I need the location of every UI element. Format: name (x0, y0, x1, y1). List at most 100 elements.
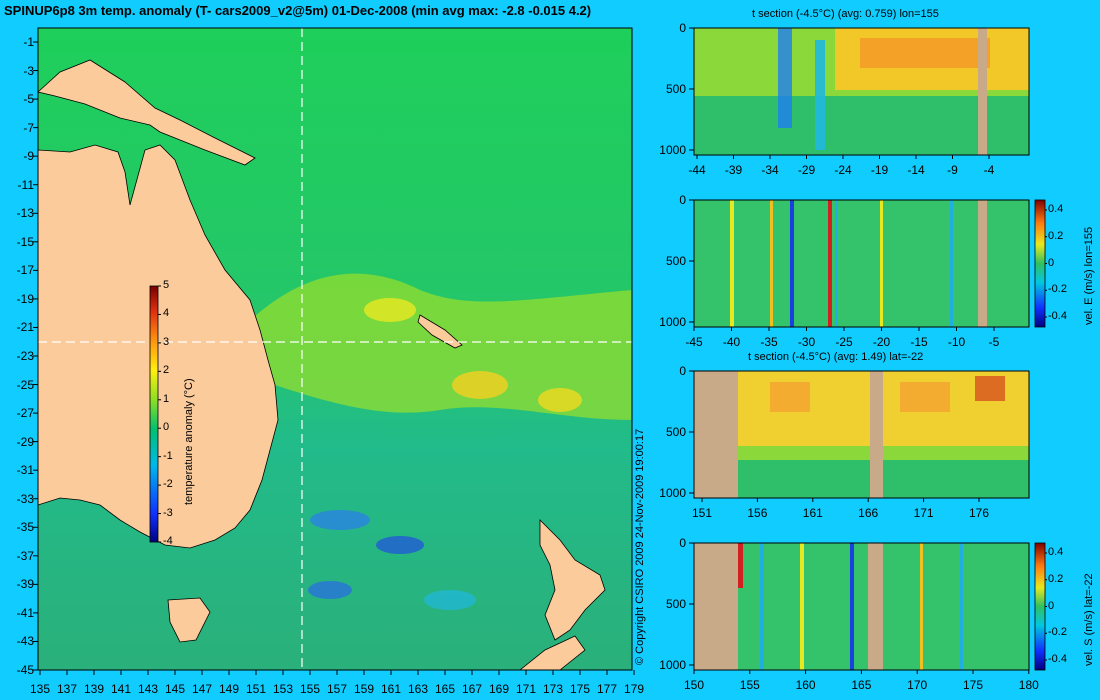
map-lat-tick-label: -23 (16, 349, 34, 363)
panel-3-mid-layer (738, 446, 1029, 460)
map-colorbar-label: temperature anomaly (°C) (183, 378, 195, 505)
panel-3-plot (693, 370, 1030, 499)
panel-1-xtick-label: -44 (688, 163, 706, 177)
panel-1-xtick-label: -24 (834, 163, 852, 177)
panel-3-ytick-label: 500 (665, 425, 686, 439)
panel-4-colorbar-tick-label: 0 (1048, 599, 1055, 612)
panel-1-cool-band-a (778, 28, 792, 128)
panel-2-stripe-f (880, 200, 883, 327)
copyright-text: © Copyright CSIRO 2009 24-Nov-2009 19:00… (634, 428, 646, 665)
warm-eddy-a (452, 371, 508, 399)
panel-4-plot (693, 542, 1046, 671)
panel-2-land (978, 200, 987, 327)
panel-3-xtick-label: 151 (691, 506, 713, 520)
panel-4-colorbar-tick-label: 0.2 (1048, 572, 1064, 585)
panel-3-ytick-label: 0 (679, 364, 686, 378)
map-lat-tick-label: -35 (16, 520, 34, 535)
panel-4-land-mid (868, 543, 883, 670)
panel-4-xtick-label: 180 (1018, 678, 1039, 692)
map-lon-tick-label: 145 (164, 682, 186, 696)
panel-2-stripe-b (770, 200, 773, 327)
map-lat-tick-label: -7 (23, 120, 34, 135)
panel-3-xtick-label: 156 (747, 506, 768, 520)
map-lon-tick-label: 147 (191, 682, 213, 696)
panel-4-stripe-a (738, 543, 743, 588)
land-new-guinea (37, 59, 256, 166)
map-lat-tick-label: -27 (16, 406, 34, 421)
map-lat-tick-label: -33 (16, 491, 34, 506)
map-lon-tick-label: 173 (542, 682, 564, 696)
panel-4-xtick-label: 170 (907, 678, 928, 692)
panel-4-colorbar-tick-label: 0.4 (1048, 546, 1064, 558)
panel-1-xtick-label: -39 (724, 163, 743, 177)
panel-3-hot-core-c (975, 376, 1005, 401)
panel-2-stripe-c (790, 200, 794, 327)
panel-4-stripe-d (850, 543, 854, 670)
land-new-zealand-south (518, 635, 586, 671)
map-lat-tick-label: -25 (16, 377, 34, 392)
cool-eddy-b (376, 536, 424, 554)
panel-2-xtick-label: -35 (760, 335, 778, 349)
panel-2-ytick-label: 1000 (659, 315, 686, 329)
panel-4-ytick-label: 0 (679, 536, 686, 550)
panel-2-stripe-a (730, 200, 734, 327)
panel-3-xtick-label: 166 (858, 506, 879, 520)
panel-4-stripe-e (920, 543, 923, 670)
map-lat-tick-label: -11 (17, 177, 34, 192)
panel-1-cool-band-b (815, 40, 825, 150)
panel-3-land-mid (870, 371, 883, 498)
panel-4-ytick-label: 1000 (659, 658, 686, 672)
map-lon-tick-label: 177 (596, 682, 618, 696)
map-colorbar-tick-label: 2 (163, 364, 170, 377)
map-lon-tick-label: 139 (83, 682, 105, 696)
panel-2-stripe-g (950, 200, 953, 327)
map-lon-tick-label: 157 (326, 682, 348, 696)
map-title: SPINUP6p8 3m temp. anomaly (T- cars2009_… (4, 3, 592, 18)
panel-3-xtick-label: 176 (968, 506, 990, 520)
panel-1-ytick-label: 0 (679, 21, 686, 35)
map-lon-tick-label: 151 (245, 682, 267, 696)
panel-4-xtick-label: 150 (683, 678, 705, 692)
panel-4-ytick-label: 500 (665, 597, 686, 611)
map-lon-tick-label: 155 (299, 682, 321, 696)
map-lat-tick-label: -29 (16, 434, 34, 449)
panel-2-xtick-label: -15 (910, 335, 928, 349)
map-colorbar-tick-label: -3 (163, 506, 173, 519)
panel-1-xtick-label: -34 (761, 163, 779, 177)
panel-1-xtick-label: -29 (797, 163, 816, 177)
panel-4-colorbar-tick-label: -0.2 (1048, 626, 1067, 639)
map-lon-tick-label: 169 (488, 682, 510, 696)
panel-4-stripe-c (800, 543, 804, 670)
map-colorbar-tick-label: 5 (163, 279, 170, 291)
cool-eddy-c (308, 581, 352, 599)
panel-1-xtick-label: -19 (870, 163, 889, 177)
map-lat-tick-label: -5 (23, 92, 34, 107)
map-lon-tick-label: 179 (623, 682, 645, 696)
map-colorbar (149, 285, 159, 543)
panel-2-colorbar-tick-label: -0.2 (1048, 283, 1067, 296)
warm-eddy-band (240, 273, 632, 420)
map-lat-tick-label: -45 (16, 663, 34, 677)
panel-2-xtick-label: -5 (988, 335, 1000, 349)
panel-4-xtick-label: 175 (962, 678, 984, 692)
panel-1-xtick-label: -14 (907, 163, 925, 177)
map-colorbar-tick-label: -1 (163, 449, 173, 462)
map-frame (37, 27, 633, 671)
panel-2-xtick-label: -40 (722, 335, 741, 349)
panel-2-colorbar-tick-label: -0.4 (1048, 310, 1067, 322)
map-lon-tick-label: 153 (272, 682, 294, 696)
map-lon-tick-label: 165 (434, 682, 456, 696)
tick-marks (33, 27, 1047, 675)
panel-4-stripe-f (960, 543, 963, 670)
map-lon-tick-label: 137 (56, 682, 78, 696)
map-lat-tick-label: -31 (16, 463, 34, 478)
map-colorbar-tick-label: 4 (163, 307, 170, 320)
map-lon-tick-label: 175 (569, 682, 591, 696)
panel-3-frame (693, 370, 1030, 499)
panel-1-xtick-label: -4 (983, 163, 995, 177)
panel-3-xtick-label: 171 (913, 506, 934, 520)
warm-eddy-c (364, 298, 416, 322)
panel-1-land (978, 28, 987, 155)
panel-2-colorbar-tick-label: 0.4 (1048, 203, 1064, 215)
map-lat-tick-label: -41 (16, 605, 34, 620)
